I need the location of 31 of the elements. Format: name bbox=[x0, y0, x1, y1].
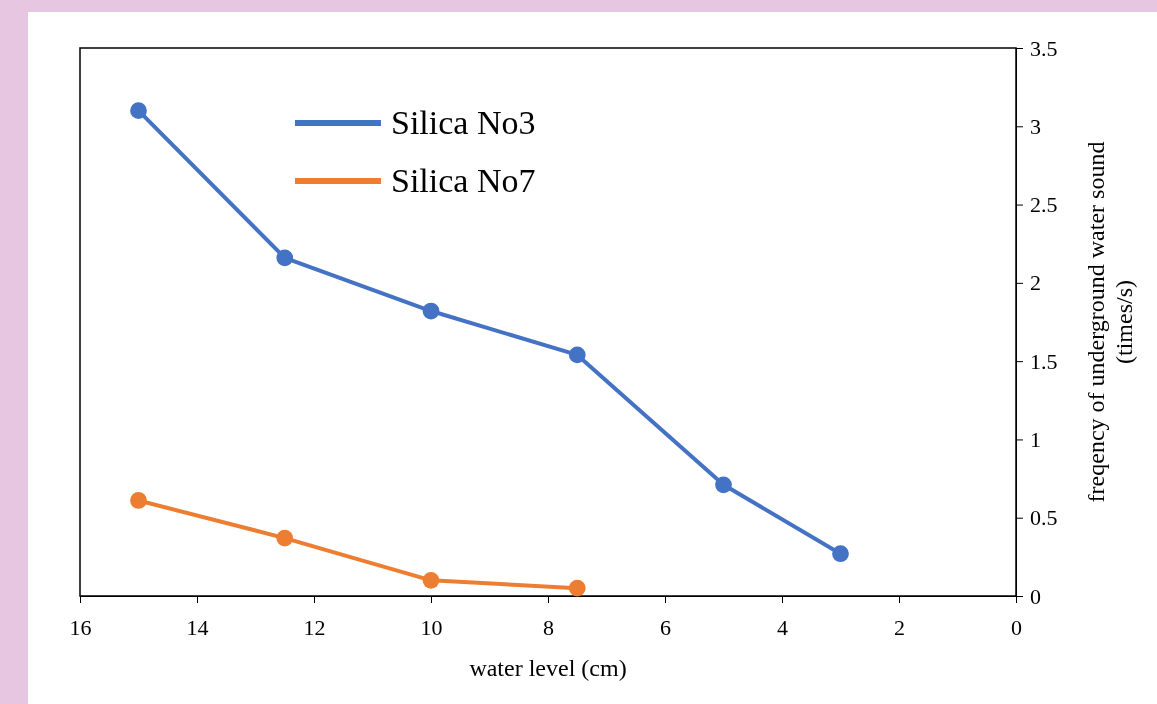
point bbox=[276, 249, 294, 267]
point bbox=[130, 102, 147, 119]
x-tick-label: 2 bbox=[894, 614, 905, 640]
point bbox=[568, 346, 586, 364]
point bbox=[422, 302, 440, 320]
y-tick-label: 0 bbox=[1030, 583, 1041, 609]
x-tick-label: 8 bbox=[543, 614, 554, 640]
point bbox=[276, 529, 294, 547]
y-tick-label: 1 bbox=[1030, 426, 1041, 452]
legend-label: Silica No3 bbox=[391, 104, 536, 141]
y-tick-label: 0.5 bbox=[1030, 505, 1058, 531]
x-tick-label: 0 bbox=[1011, 614, 1022, 640]
legend-label: Silica No7 bbox=[391, 162, 536, 199]
point bbox=[568, 579, 586, 597]
x-tick-label: 16 bbox=[69, 614, 92, 640]
y-axis-title: freqency of underground water sound (times/s) bbox=[1083, 141, 1137, 503]
point bbox=[715, 476, 732, 494]
x-tick-label: 14 bbox=[186, 614, 209, 640]
x-tick-label: 10 bbox=[420, 614, 443, 640]
x-tick-label: 4 bbox=[777, 614, 788, 640]
point bbox=[130, 492, 147, 509]
y-tick-label: 2 bbox=[1030, 270, 1041, 296]
y-tick-label: 3 bbox=[1030, 113, 1041, 139]
x-tick-label: 12 bbox=[303, 614, 326, 640]
y-tick-label: 3.5 bbox=[1030, 35, 1058, 61]
x-axis-title: water level (cm) bbox=[469, 655, 627, 681]
y-tick-label: 1.5 bbox=[1030, 348, 1058, 374]
x-tick-label: 6 bbox=[660, 614, 671, 640]
y-tick-label: 2.5 bbox=[1030, 192, 1058, 218]
point bbox=[832, 545, 849, 563]
point bbox=[422, 571, 440, 589]
